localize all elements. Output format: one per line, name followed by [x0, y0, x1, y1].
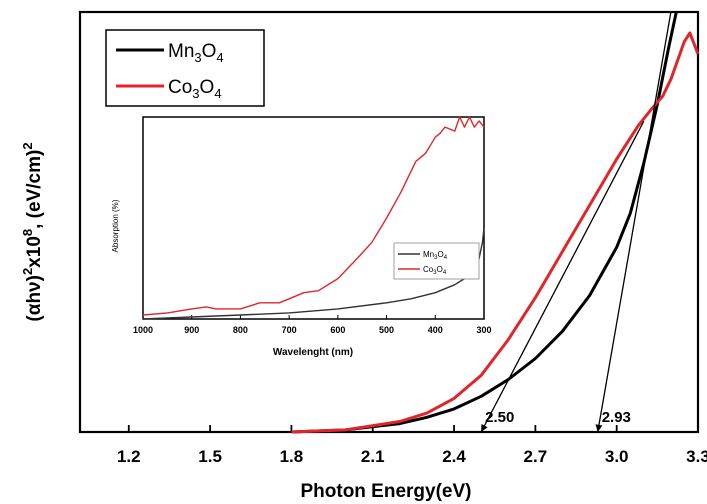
main-legend: Mn3O4 Co3O4	[105, 29, 265, 107]
inset-x-tick-label-500: 500	[379, 325, 394, 335]
inset-x-tick-label-900: 900	[184, 325, 199, 335]
inset-chart: 1000 900 800 700 600 500 400 300 Wavelenght (nm…	[111, 116, 492, 358]
y-label-part-2: x10	[24, 236, 45, 268]
inset-plot-frame	[142, 116, 485, 320]
main-x-tick-label-1-8: 1.8	[280, 447, 304, 466]
main-series-line-co3o4	[291, 31, 700, 434]
band-gap-label-2-93: 2.93	[602, 409, 631, 426]
tangent-arrow-2-50	[481, 424, 488, 432]
inset-x-tick-label-1000: 1000	[133, 325, 153, 335]
main-plot-frame	[78, 10, 700, 434]
inset-x-axis-label: Wavelenght (nm)	[273, 347, 353, 358]
main-series-line-mn3o4	[291, 11, 678, 434]
main-legend-label-co3o4: Co3O4	[168, 77, 222, 101]
inset-x-tick-label-300: 300	[476, 325, 491, 335]
band-gap-label-2-50: 2.50	[485, 409, 514, 426]
main-legend-box	[105, 29, 265, 107]
tangent-arrow-2-93	[595, 424, 603, 432]
y-label-sup-3: 2	[20, 142, 35, 149]
main-x-tick-label-2-1: 2.1	[361, 447, 385, 466]
inset-x-tick-label-800: 800	[233, 325, 248, 335]
inset-legend: Mn3O4 Co3O4	[393, 242, 480, 280]
inset-legend-box	[393, 242, 480, 280]
main-legend-label-mn3o4: Mn3O4	[168, 41, 224, 65]
main-x-axis-label: Photon Energy(eV)	[300, 481, 471, 502]
main-y-axis-label: (αhν)2x108, (eV/cm)2	[20, 142, 45, 321]
y-label-sup-2: 8	[20, 229, 35, 236]
inset-y-axis-label: Absorption (%)	[111, 199, 120, 252]
inset-series-line-co3o4	[142, 116, 485, 316]
inset-legend-label-co3o4: Co3O4	[423, 265, 447, 276]
main-x-tick-label-1-5: 1.5	[198, 447, 222, 466]
main-x-tick-label-3-0: 3.0	[605, 447, 629, 466]
inset-x-tick-label-400: 400	[428, 325, 443, 335]
tangent-line-2-50	[480, 120, 645, 433]
y-label-part-1: (αhν)	[24, 275, 45, 322]
tangent-line-2-93	[597, 11, 672, 433]
main-x-tick-label-2-4: 2.4	[442, 447, 466, 466]
y-label-sup-1: 2	[20, 268, 35, 275]
inset-legend-label-mn3o4: Mn3O4	[423, 250, 448, 261]
inset-x-tick-label-700: 700	[282, 325, 297, 335]
main-x-tick-label-1-2: 1.2	[117, 447, 141, 466]
y-label-part-3: , (eV/cm)	[24, 150, 45, 229]
main-x-tick-label-3-3: 3.3	[686, 447, 707, 466]
main-x-tick-label-2-7: 2.7	[524, 447, 548, 466]
inset-x-tick-label-600: 600	[330, 325, 345, 335]
